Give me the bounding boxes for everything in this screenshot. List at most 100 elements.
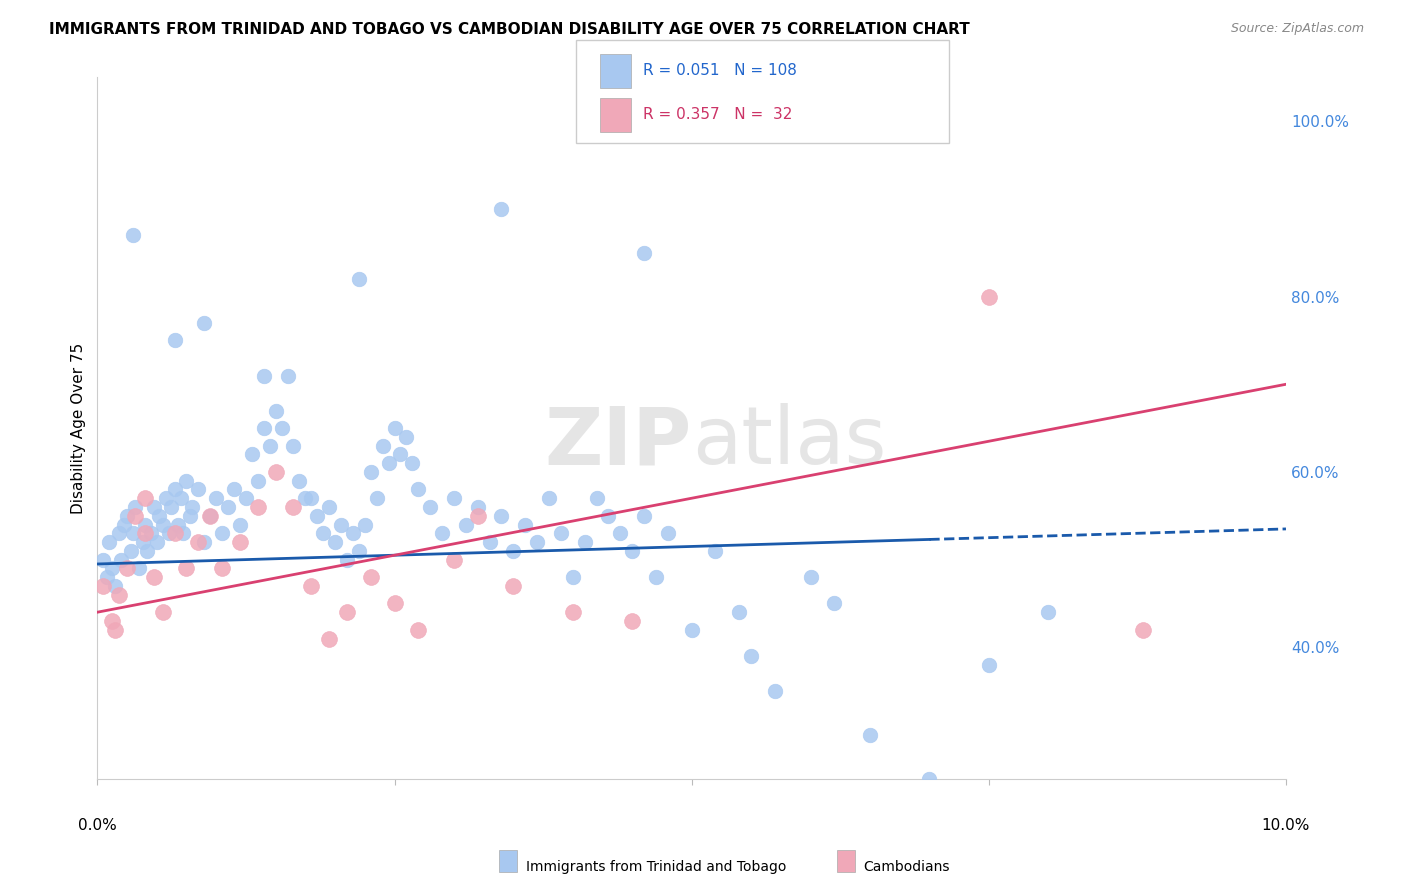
Point xyxy=(443,552,465,566)
Text: 0.0%: 0.0% xyxy=(77,818,117,833)
Point xyxy=(336,552,359,566)
Text: Cambodians: Cambodians xyxy=(863,860,950,874)
Point xyxy=(253,421,276,435)
Point xyxy=(550,526,572,541)
Point xyxy=(918,772,941,786)
Point xyxy=(1132,623,1154,637)
Point xyxy=(633,508,655,523)
Point xyxy=(330,517,353,532)
Point xyxy=(406,623,429,637)
Point xyxy=(163,334,186,348)
Point xyxy=(360,465,382,479)
Text: IMMIGRANTS FROM TRINIDAD AND TOBAGO VS CAMBODIAN DISABILITY AGE OVER 75 CORRELAT: IMMIGRANTS FROM TRINIDAD AND TOBAGO VS C… xyxy=(49,22,970,37)
Point xyxy=(561,605,583,619)
Point xyxy=(193,535,215,549)
Point xyxy=(502,544,524,558)
Point xyxy=(107,588,129,602)
Point xyxy=(977,657,1000,672)
Point xyxy=(318,632,340,646)
Point xyxy=(100,614,122,628)
Point xyxy=(128,561,150,575)
Point xyxy=(609,526,631,541)
Point xyxy=(419,500,441,514)
Point xyxy=(152,605,174,619)
Point xyxy=(323,535,346,549)
Point xyxy=(229,535,252,549)
Point xyxy=(240,447,263,461)
Point xyxy=(172,526,194,541)
Text: R = 0.357   N =  32: R = 0.357 N = 32 xyxy=(643,107,792,122)
Point xyxy=(104,579,127,593)
Point xyxy=(598,508,620,523)
Point xyxy=(169,491,191,506)
Point xyxy=(491,508,513,523)
Point xyxy=(176,474,198,488)
Point xyxy=(1038,605,1060,619)
Point xyxy=(515,517,537,532)
Point xyxy=(131,535,153,549)
Point xyxy=(235,491,257,506)
Point xyxy=(270,421,292,435)
Point xyxy=(148,508,170,523)
Point xyxy=(443,491,465,506)
Point xyxy=(740,648,762,663)
Point xyxy=(799,570,821,584)
Point xyxy=(384,596,406,610)
Point xyxy=(167,517,190,532)
Point xyxy=(645,570,668,584)
Point xyxy=(384,421,406,435)
Point xyxy=(179,508,201,523)
Text: atlas: atlas xyxy=(692,403,886,481)
Point xyxy=(143,570,166,584)
Point xyxy=(157,526,180,541)
Point xyxy=(155,491,177,506)
Point xyxy=(633,245,655,260)
Point xyxy=(283,500,305,514)
Point xyxy=(401,456,423,470)
Point xyxy=(134,491,156,506)
Point xyxy=(406,483,429,497)
Point xyxy=(318,500,340,514)
Point xyxy=(283,439,305,453)
Point xyxy=(366,491,388,506)
Point xyxy=(205,491,228,506)
Point xyxy=(294,491,316,506)
Point xyxy=(395,430,418,444)
Point xyxy=(657,526,679,541)
Point xyxy=(187,535,209,549)
Point xyxy=(91,552,114,566)
Point xyxy=(160,500,183,514)
Point xyxy=(621,544,644,558)
Point xyxy=(353,517,375,532)
Point xyxy=(176,561,198,575)
Point xyxy=(347,272,370,286)
Point xyxy=(491,202,513,216)
Point xyxy=(200,508,222,523)
Point xyxy=(681,623,703,637)
Point xyxy=(110,552,132,566)
Point xyxy=(389,447,412,461)
Point xyxy=(246,500,269,514)
Point xyxy=(823,596,845,610)
Point xyxy=(122,228,145,243)
Text: Immigrants from Trinidad and Tobago: Immigrants from Trinidad and Tobago xyxy=(526,860,786,874)
Point xyxy=(342,526,364,541)
Point xyxy=(574,535,596,549)
Point xyxy=(112,517,135,532)
Point xyxy=(704,544,727,558)
Point xyxy=(430,526,453,541)
Point xyxy=(211,526,233,541)
Point xyxy=(561,570,583,584)
Point xyxy=(124,500,146,514)
Point xyxy=(277,368,299,383)
Point xyxy=(136,544,159,558)
Point xyxy=(454,517,477,532)
Point xyxy=(229,517,252,532)
Point xyxy=(100,561,122,575)
Point xyxy=(537,491,560,506)
Y-axis label: Disability Age Over 75: Disability Age Over 75 xyxy=(72,343,86,514)
Point xyxy=(336,605,359,619)
Point xyxy=(478,535,501,549)
Text: R = 0.051   N = 108: R = 0.051 N = 108 xyxy=(643,63,796,78)
Point xyxy=(347,544,370,558)
